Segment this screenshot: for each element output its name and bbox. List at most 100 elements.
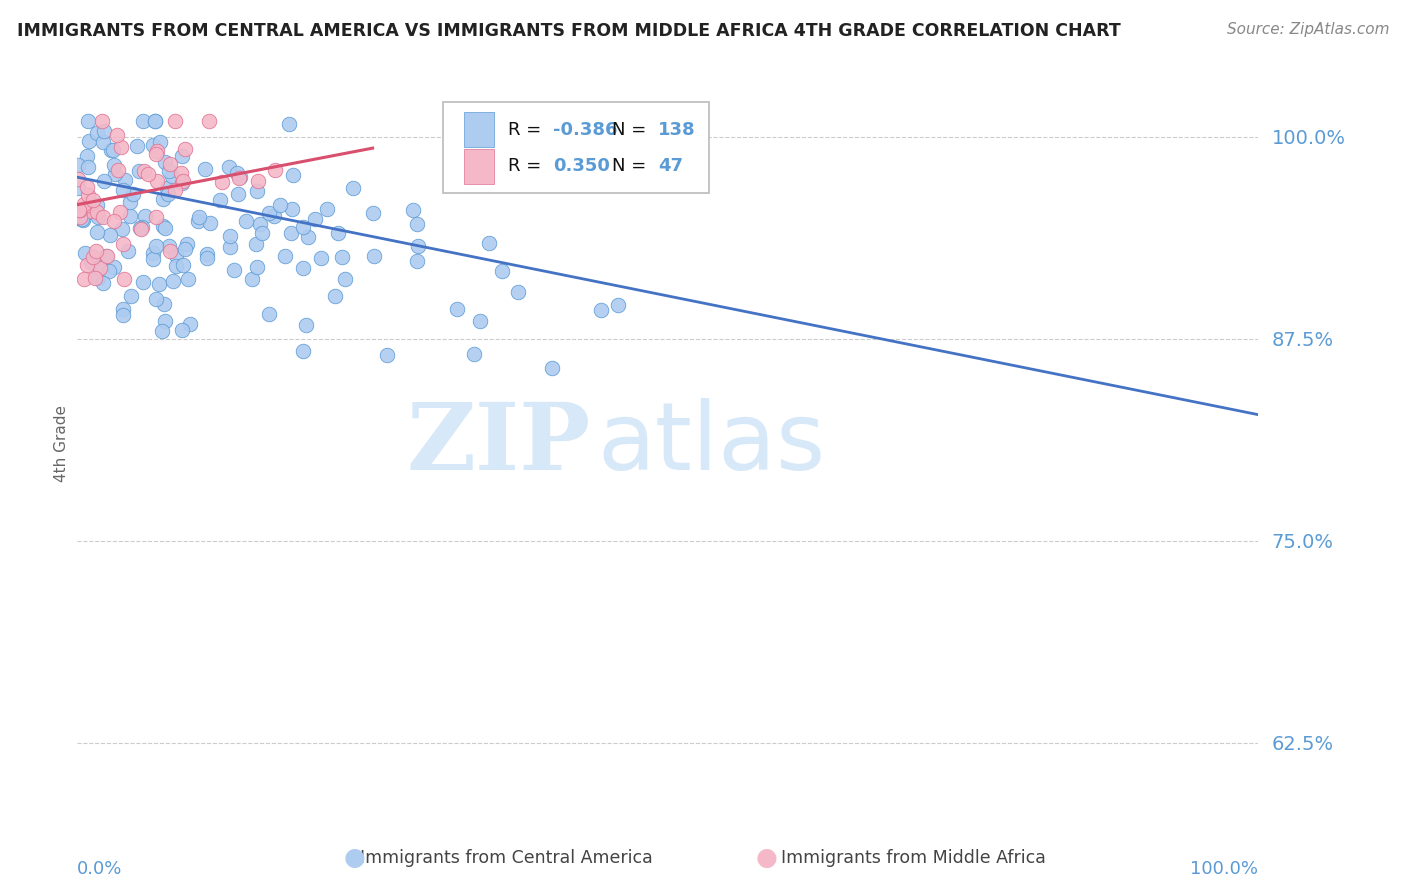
Point	[69, 211, 91, 225]
Point	[112, 236, 135, 251]
Point	[280, 226, 302, 240]
Point	[146, 174, 169, 188]
Point	[342, 181, 364, 195]
Point	[77, 113, 100, 128]
Point	[129, 222, 152, 236]
Point	[323, 289, 346, 303]
Point	[264, 163, 287, 178]
Point	[297, 230, 319, 244]
Point	[508, 285, 530, 299]
Point	[149, 135, 172, 149]
Point	[304, 211, 326, 226]
FancyBboxPatch shape	[464, 112, 495, 147]
Text: IMMIGRANTS FROM CENTRAL AMERICA VS IMMIGRANTS FROM MIDDLE AFRICA 4TH GRADE CORRE: IMMIGRANTS FROM CENTRAL AMERICA VS IMMIG…	[17, 22, 1121, 40]
Point	[281, 202, 304, 216]
Point	[491, 264, 513, 278]
Point	[330, 250, 353, 264]
Point	[156, 181, 179, 195]
Point	[75, 205, 97, 219]
Point	[187, 214, 209, 228]
Point	[66, 171, 89, 186]
Point	[228, 171, 250, 186]
Point	[263, 210, 285, 224]
Point	[97, 264, 120, 278]
Point	[86, 126, 108, 140]
Point	[218, 228, 240, 243]
Point	[165, 247, 187, 261]
Point	[86, 225, 108, 239]
Point	[110, 139, 132, 153]
Point	[222, 262, 245, 277]
Point	[142, 137, 165, 152]
Point	[76, 149, 98, 163]
Point	[291, 344, 314, 359]
Point	[76, 258, 98, 272]
Text: Immigrants from Central America: Immigrants from Central America	[360, 849, 652, 867]
Point	[292, 220, 315, 235]
Point	[80, 204, 103, 219]
Point	[153, 155, 176, 169]
Point	[259, 307, 281, 321]
Point	[93, 210, 115, 224]
Point	[218, 160, 240, 174]
Point	[94, 249, 117, 263]
Point	[218, 239, 240, 253]
FancyBboxPatch shape	[443, 102, 709, 193]
Point	[142, 252, 165, 266]
Point	[148, 277, 170, 292]
Point	[145, 210, 167, 224]
Point	[269, 198, 291, 212]
Point	[103, 143, 125, 157]
Point	[152, 219, 174, 234]
Point	[93, 174, 115, 188]
Point	[134, 209, 156, 223]
Point	[87, 210, 110, 224]
Point	[118, 209, 141, 223]
Point	[146, 144, 169, 158]
Point	[86, 198, 108, 212]
Point	[172, 174, 194, 188]
Point	[177, 272, 200, 286]
Point	[142, 245, 165, 260]
Text: -0.386: -0.386	[554, 120, 617, 139]
Point	[187, 210, 209, 224]
Point	[172, 259, 194, 273]
Point	[120, 289, 142, 303]
Point	[82, 250, 104, 264]
Point	[194, 162, 217, 177]
Point	[114, 173, 136, 187]
Point	[283, 168, 305, 182]
Text: 0.0%: 0.0%	[77, 860, 122, 878]
Point	[156, 187, 179, 202]
Text: Source: ZipAtlas.com: Source: ZipAtlas.com	[1226, 22, 1389, 37]
Point	[174, 243, 197, 257]
Text: R =: R =	[509, 120, 547, 139]
Point	[333, 271, 356, 285]
Point	[131, 219, 153, 234]
Point	[328, 227, 350, 241]
Text: 0.350: 0.350	[554, 157, 610, 175]
Point	[103, 213, 125, 227]
Point	[541, 361, 564, 376]
Point	[463, 346, 485, 360]
Point	[155, 221, 177, 235]
Point	[80, 254, 103, 268]
Point	[105, 128, 128, 142]
Point	[145, 292, 167, 306]
Point	[406, 239, 429, 253]
Point	[76, 188, 98, 202]
Point	[446, 301, 468, 316]
Point	[363, 249, 385, 263]
Point	[82, 193, 104, 207]
Point	[477, 235, 499, 250]
Point	[150, 324, 173, 338]
Point	[153, 296, 176, 310]
Point	[136, 167, 159, 181]
Point	[294, 318, 316, 333]
Point	[292, 261, 315, 276]
Point	[249, 217, 271, 231]
Point	[143, 113, 166, 128]
Point	[77, 134, 100, 148]
Point	[128, 164, 150, 178]
Point	[163, 183, 186, 197]
